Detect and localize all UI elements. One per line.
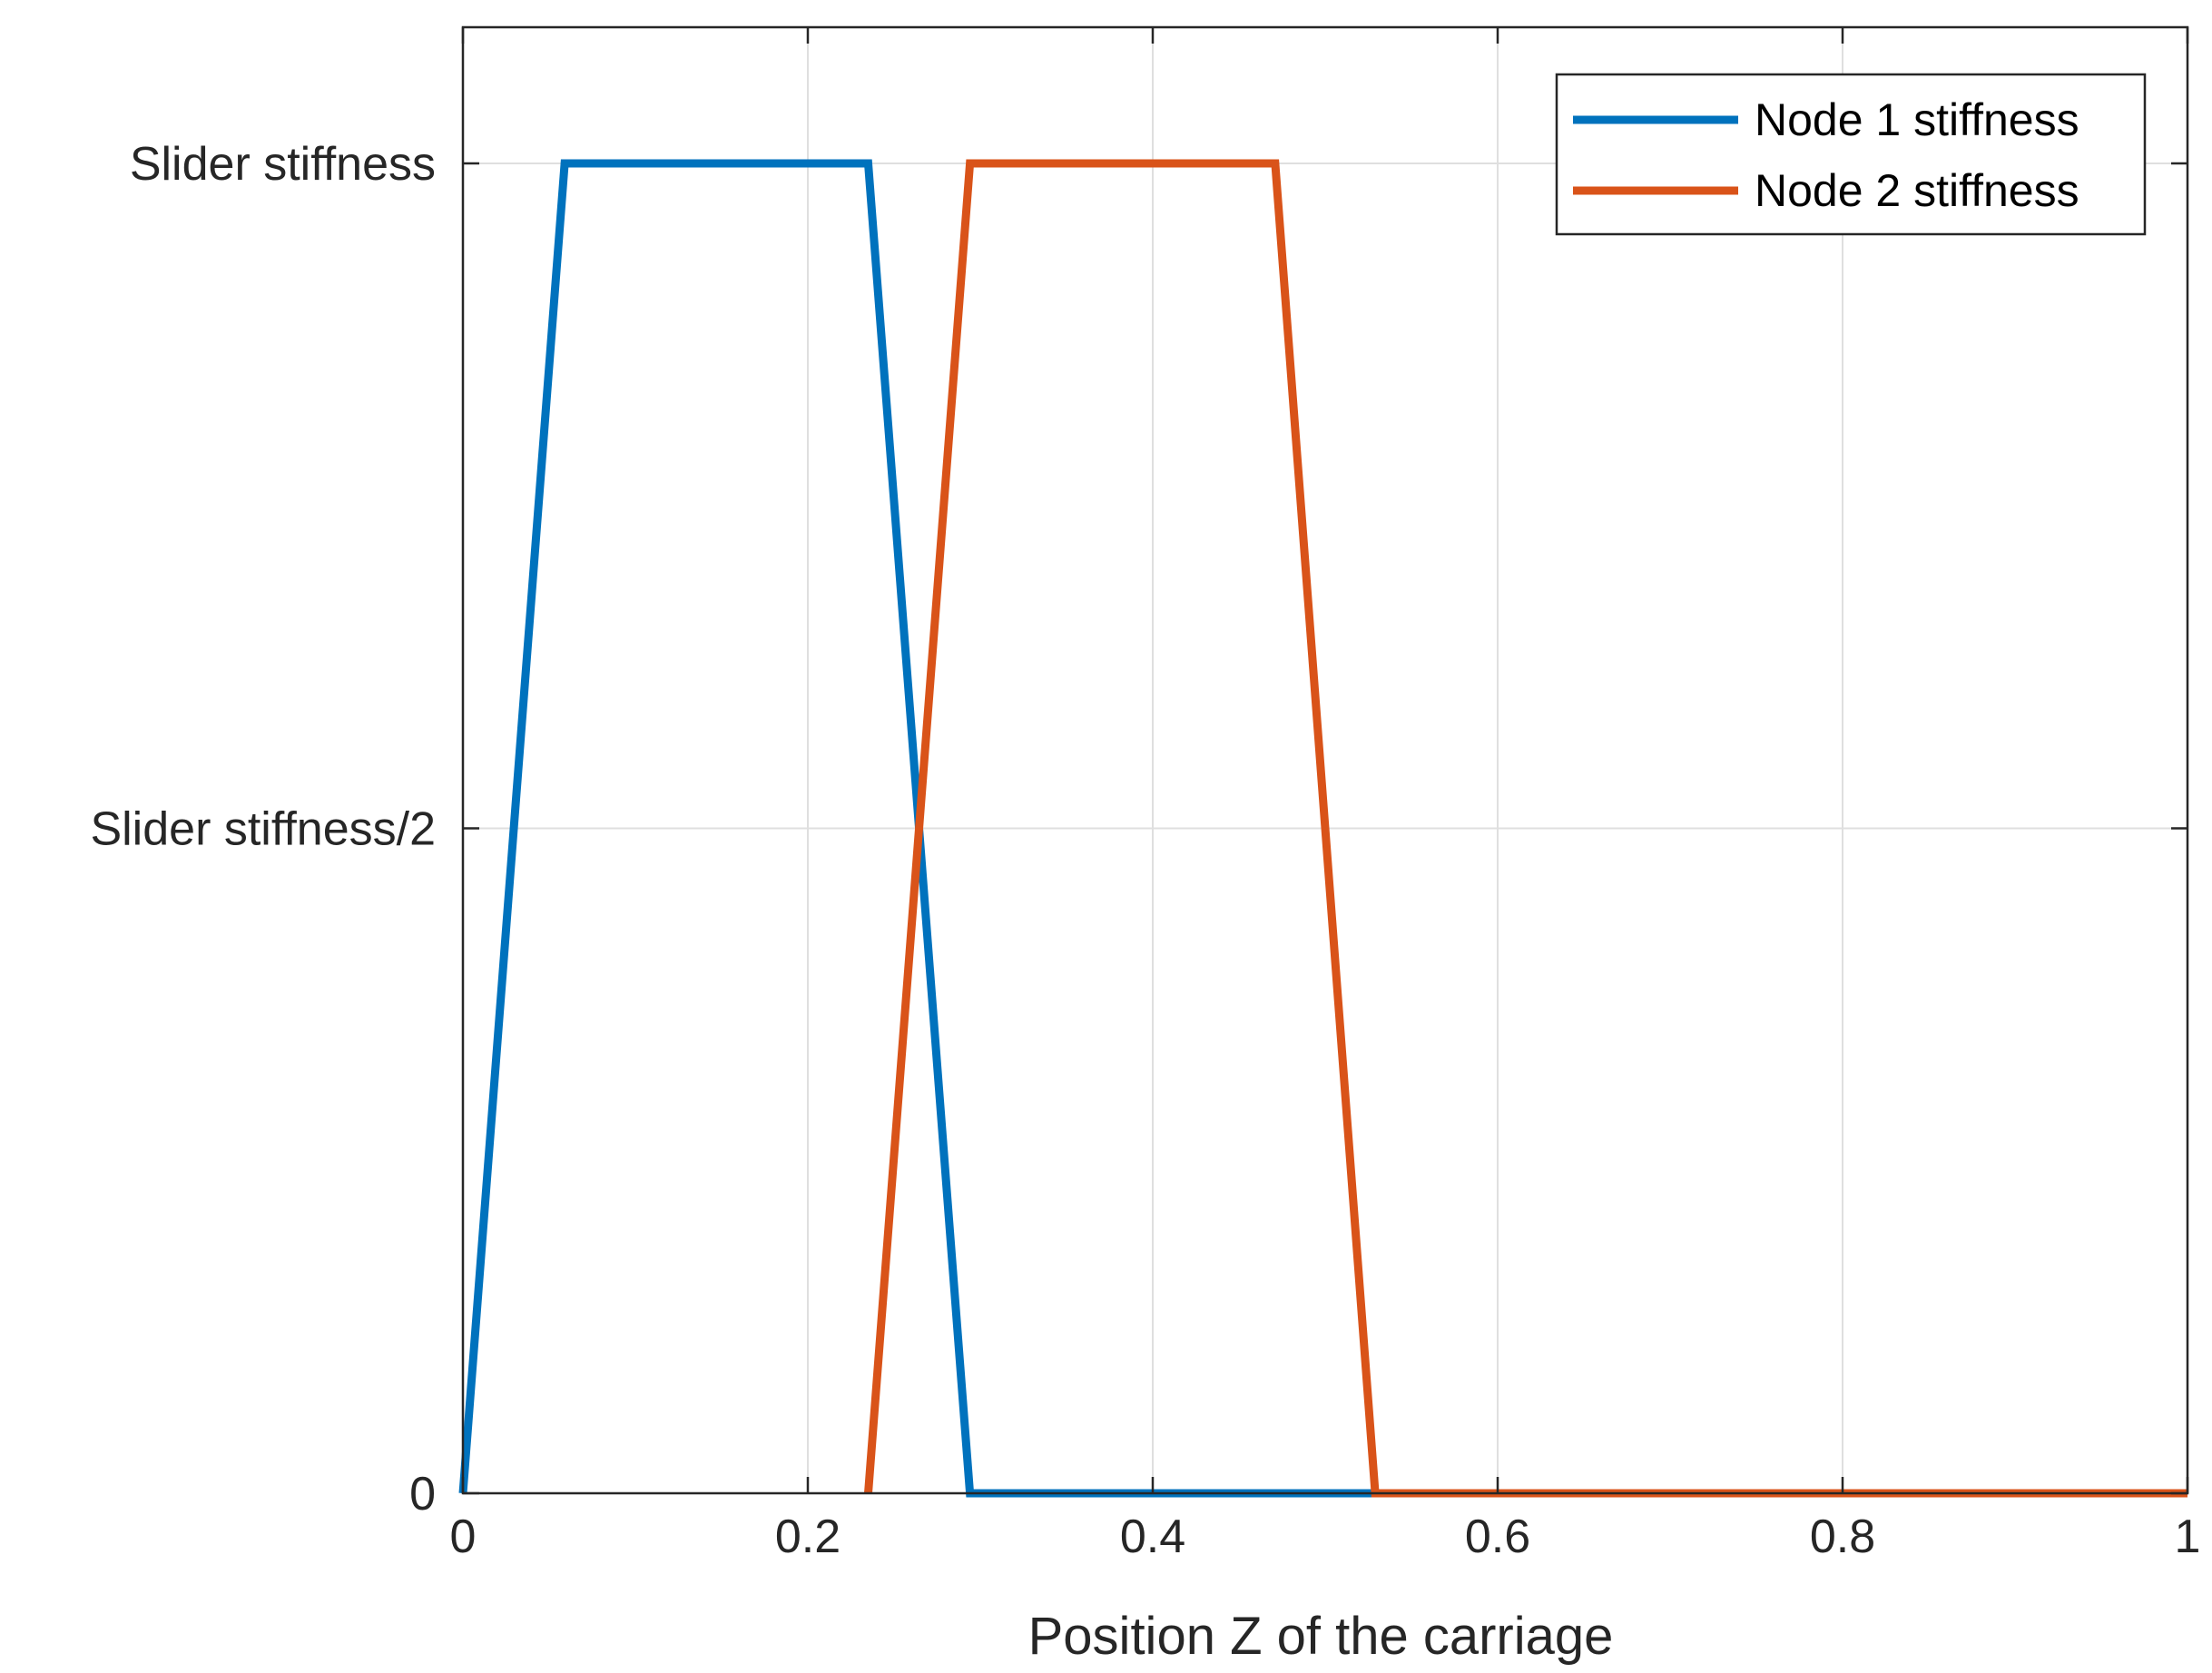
x-axis-label: Position Z of the carriage [1028, 1607, 1614, 1666]
x-tick-label: 0.6 [1465, 1511, 1530, 1563]
y-tick-label: Slider stiffness [130, 138, 436, 191]
y-tick-label: Slider stiffness/2 [90, 803, 436, 856]
axes [461, 25, 2189, 1495]
tick-labels: 0 0.2 0.4 0.6 0.8 1 0 Slider stiffness/2 Slider … [90, 138, 2200, 1563]
legend-label-node-1: Node 1 stiffness [1755, 94, 2079, 145]
x-tick-label: 0 [450, 1511, 477, 1563]
plot-area-border [461, 25, 2189, 1495]
x-tick-label: 0.2 [775, 1511, 841, 1563]
x-tick-label: 0.8 [1810, 1511, 1875, 1563]
y-tick-label: 0 [409, 1468, 436, 1520]
legend-label-node-2: Node 2 stiffness [1755, 165, 2079, 216]
x-tick-label: 0.4 [1120, 1511, 1185, 1563]
x-tick-label: 1 [2175, 1511, 2201, 1563]
legend: Node 1 stiffness Node 2 stiffness [1555, 73, 2147, 236]
legend-box [1555, 73, 2147, 236]
